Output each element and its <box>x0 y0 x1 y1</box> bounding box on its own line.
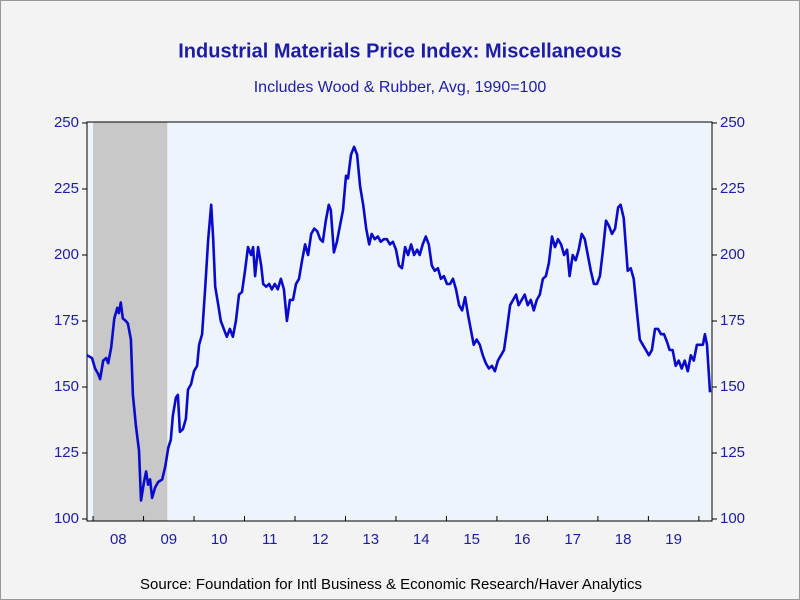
y2-tick-label: 150 <box>720 378 745 395</box>
y2-tick-label: 200 <box>720 246 745 263</box>
x-tick-label: 13 <box>362 531 379 548</box>
x-tick-label: 08 <box>110 531 127 548</box>
y-tick-label: 225 <box>54 180 79 197</box>
data-line <box>86 145 712 502</box>
chart-subtitle: Includes Wood & Rubber, Avg, 1990=100 <box>254 79 547 96</box>
x-tick-label: 14 <box>413 531 430 548</box>
x-tick-label: 19 <box>665 531 682 548</box>
recession-shading <box>93 122 168 521</box>
y2-tick-label: 175 <box>720 312 745 329</box>
y2-tick-label: 225 <box>720 180 745 197</box>
y-tick-label: 125 <box>54 444 79 461</box>
y2-tick-label: 125 <box>720 444 745 461</box>
y-tick-label: 250 <box>54 114 79 131</box>
y2-tick-label: 250 <box>720 114 745 131</box>
x-tick-label: 17 <box>564 531 581 548</box>
source-note: Source: Foundation for Intl Business & E… <box>140 576 642 593</box>
x-tick-label: 09 <box>160 531 177 548</box>
x-tick-label: 12 <box>312 531 329 548</box>
y-tick-label: 150 <box>54 378 79 395</box>
x-tick-label: 15 <box>463 531 480 548</box>
x-tick-label: 11 <box>262 531 278 548</box>
x-tick-label: 10 <box>211 531 228 548</box>
chart-title: Industrial Materials Price Index: Miscel… <box>178 40 622 62</box>
y-tick-label: 100 <box>54 510 79 527</box>
x-tick-label: 18 <box>615 531 632 548</box>
plot-frame <box>86 121 713 522</box>
plot-area <box>87 122 712 521</box>
y2-tick-label: 100 <box>720 510 745 527</box>
y-tick-label: 200 <box>54 246 79 263</box>
y-tick-label: 175 <box>54 312 79 329</box>
x-tick-label: 16 <box>514 531 531 548</box>
